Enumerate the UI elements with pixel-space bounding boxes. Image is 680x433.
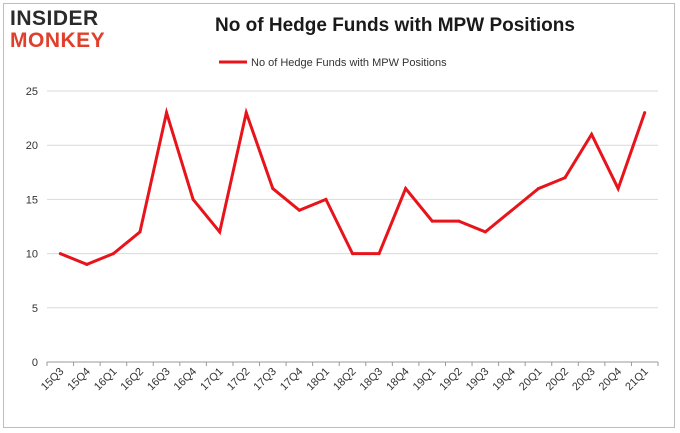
x-tick-label: 18Q1	[305, 366, 333, 394]
data-point	[563, 176, 567, 180]
data-point	[377, 252, 381, 256]
x-tick-label: 16Q1	[92, 366, 120, 394]
x-tick-label: 20Q1	[517, 366, 545, 394]
x-tick-label: 15Q4	[65, 366, 93, 394]
data-point	[138, 230, 142, 234]
y-tick-label: 15	[26, 194, 38, 206]
data-point	[165, 111, 169, 115]
data-point	[616, 187, 620, 191]
data-point	[191, 197, 195, 201]
y-tick-label: 5	[32, 303, 38, 315]
legend: No of Hedge Funds with MPW Positions	[219, 57, 447, 69]
chart-title: No of Hedge Funds with MPW Positions	[215, 15, 575, 36]
grid-lines	[47, 90, 658, 363]
data-point	[58, 252, 62, 256]
data-point	[483, 230, 487, 234]
y-tick-label: 10	[26, 249, 38, 261]
x-tick-label: 16Q4	[172, 366, 200, 394]
data-point	[430, 219, 434, 223]
data-point	[590, 132, 594, 136]
data-point	[297, 208, 301, 212]
x-tick-label: 17Q2	[225, 366, 253, 394]
data-point	[457, 219, 461, 223]
x-tick-label: 17Q4	[278, 366, 306, 394]
data-point	[643, 111, 647, 115]
y-tick-label: 0	[32, 357, 38, 369]
x-tick-label: 18Q2	[331, 366, 359, 394]
x-tick-label: 19Q2	[437, 366, 465, 394]
legend-label: No of Hedge Funds with MPW Positions	[251, 57, 447, 69]
x-tick-label: 20Q2	[544, 366, 572, 394]
y-tick-label: 25	[26, 86, 38, 98]
chart-frame	[3, 3, 675, 428]
x-tick-label: 15Q3	[39, 366, 67, 394]
x-tick-label: 19Q1	[411, 366, 439, 394]
x-tick-label: 18Q4	[384, 366, 412, 394]
data-point	[218, 230, 222, 234]
data-points	[58, 111, 647, 266]
data-point	[244, 111, 248, 115]
x-tick-label: 16Q3	[145, 366, 173, 394]
x-tick-label: 19Q3	[464, 366, 492, 394]
data-point	[85, 262, 89, 266]
y-axis-ticks: 0 5 10 15 20 25	[26, 86, 38, 369]
logo-line-2: MONKEY	[10, 29, 106, 52]
data-point	[111, 252, 115, 256]
x-tick-label: 17Q1	[198, 366, 226, 394]
x-axis-ticks: 15Q3 15Q4 16Q1 16Q2 16Q3 16Q4 17Q1 17Q2 17Q3 17Q4…	[39, 362, 659, 394]
x-tick-label: 20Q4	[597, 366, 625, 394]
x-tick-label: 21Q1	[623, 366, 651, 394]
logo-line-1: INSIDER	[10, 7, 99, 30]
data-point	[404, 187, 408, 191]
x-tick-label: 17Q3	[251, 366, 279, 394]
data-point	[324, 197, 328, 201]
x-tick-label: 20Q3	[570, 366, 598, 394]
y-tick-label: 20	[26, 140, 38, 152]
insider-monkey-logo: INSIDER MONKEY	[10, 8, 128, 58]
series-line-mpw	[59, 106, 647, 267]
x-tick-label: 18Q3	[358, 366, 386, 394]
x-tick-label: 19Q4	[490, 366, 518, 394]
data-point	[536, 187, 540, 191]
data-point	[510, 208, 514, 212]
x-tick-label: 16Q2	[119, 366, 147, 394]
data-point	[271, 187, 275, 191]
data-point	[351, 252, 354, 256]
